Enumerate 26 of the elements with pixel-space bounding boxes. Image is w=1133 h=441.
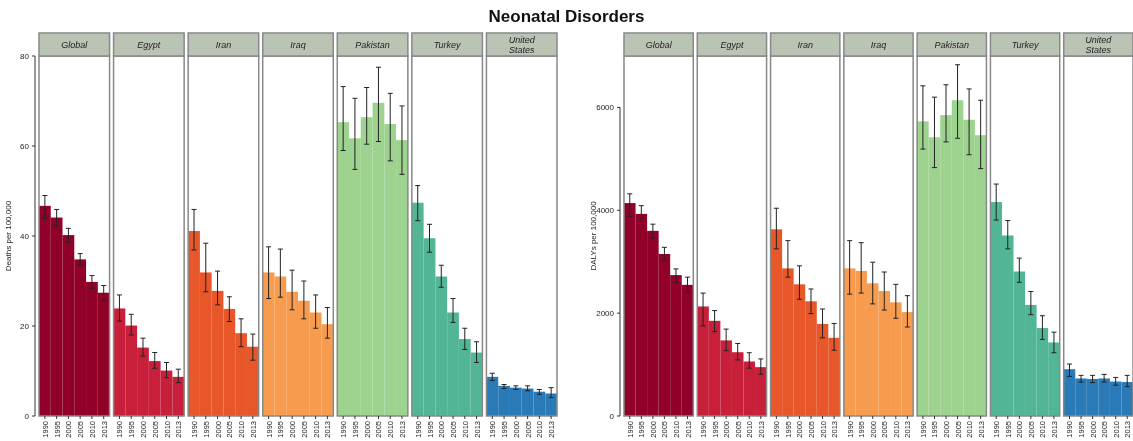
chart-title: Global	[645, 39, 673, 50]
y-tick-label: 60	[20, 142, 30, 151]
chart-title: Global	[61, 39, 89, 50]
chart-title: United States	[508, 34, 536, 55]
y-tick-label: 20	[20, 322, 30, 331]
chart-title: Turkey	[1011, 39, 1039, 50]
y-tick-label: 0	[609, 412, 615, 421]
chart-title: Iraq	[870, 39, 887, 50]
text: Neonatal Disorders	[488, 7, 645, 26]
y-tick-label: 40	[20, 232, 30, 241]
chart-title: Pakistan	[355, 39, 390, 50]
y-tick-label: 2000	[596, 309, 615, 319]
chart-title: Egypt	[720, 39, 744, 50]
chart-title: Iraq	[290, 39, 306, 50]
chart-title: Egypt	[137, 39, 161, 50]
y-axis-title: Deaths per 100,000	[4, 200, 13, 272]
chart-title: Turkey	[433, 39, 462, 50]
chart-title: Iran	[797, 39, 813, 50]
chart-title: Pakistan	[934, 39, 970, 50]
y-tick-label: 80	[20, 52, 30, 61]
y-axis-title: DALYs per 100,000	[589, 200, 598, 271]
chart-title: Iran	[215, 39, 232, 50]
y-tick-label: 0	[24, 412, 30, 421]
y-tick-label: 6000	[596, 103, 615, 113]
y-tick-label: 4000	[596, 206, 615, 216]
chart-title: United States	[1085, 34, 1113, 55]
